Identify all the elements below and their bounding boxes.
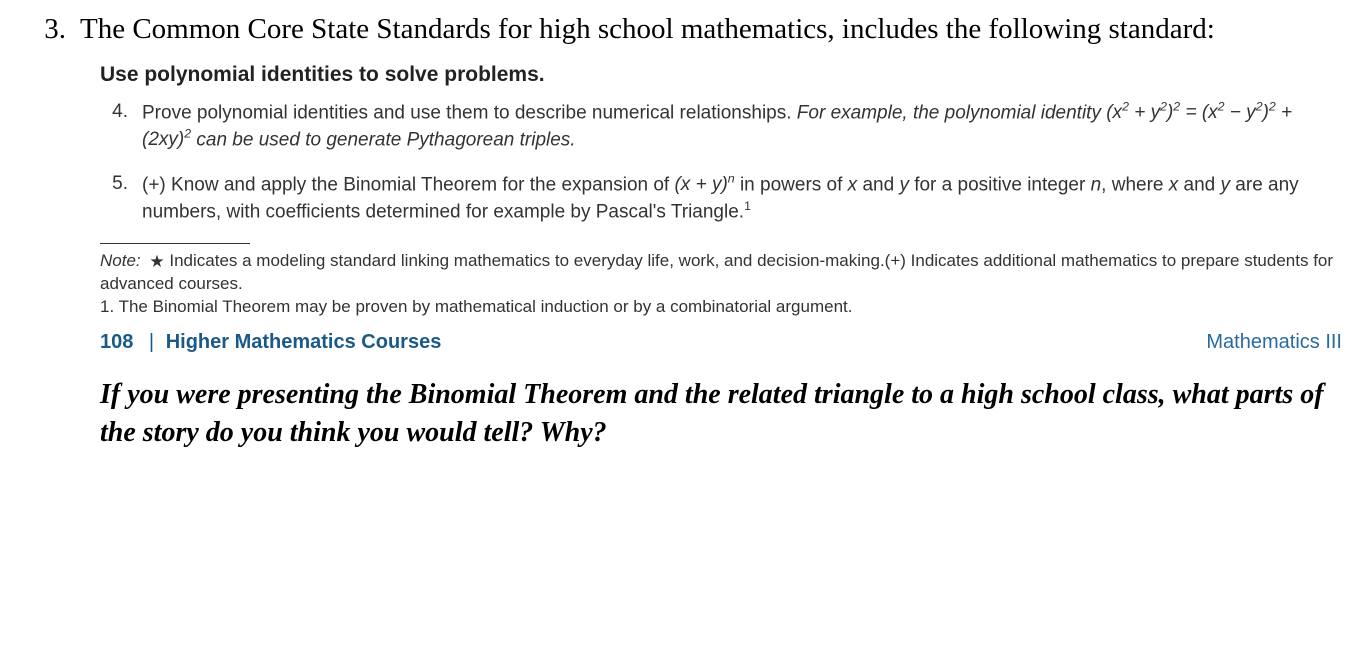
standard-item-number: 5.	[100, 171, 128, 225]
std5-mid2b: and	[1178, 174, 1220, 195]
note-lead: Note:	[100, 251, 141, 270]
star-icon: ★	[149, 251, 164, 274]
footer-left-text: Higher Mathematics Courses	[166, 331, 442, 353]
standard-item-4: 4. Prove polynomial identities and use t…	[100, 99, 1342, 153]
std5-mid4: , where	[1101, 174, 1169, 195]
footnote-rule	[100, 243, 250, 244]
page-footer: 108 | Higher Mathematics Courses Mathema…	[100, 331, 1342, 354]
std5-mid1: in powers of	[735, 174, 848, 195]
note-block: Note: ★ Indicates a modeling standard li…	[100, 250, 1342, 319]
standard-item-text: (+) Know and apply the Binomial Theorem …	[142, 171, 1342, 225]
std5-y2: y	[1221, 174, 1231, 195]
std5-y: y	[899, 174, 909, 195]
standard-item-number: 4.	[100, 99, 128, 153]
footer-separator: |	[143, 331, 159, 353]
note-footnote-1: 1. The Binomial Theorem may be proven by…	[100, 296, 1342, 319]
std4-lead: Prove polynomial identities and use them…	[142, 102, 797, 123]
std5-expr: (x + y)n	[674, 174, 734, 195]
std5-lead: (+) Know and apply the Binomial Theorem …	[142, 174, 674, 195]
std5-mid3: for a positive integer	[909, 174, 1091, 195]
question-number: 3.	[30, 10, 66, 49]
std5-x2: x	[1169, 174, 1179, 195]
footer-page-number: 108	[100, 331, 133, 353]
std5-mid2: and	[857, 174, 899, 195]
std5-n: n	[1091, 174, 1102, 195]
note-line-1: Note: ★ Indicates a modeling standard li…	[100, 250, 1342, 296]
footer-right: Mathematics III	[1206, 331, 1342, 354]
assignment-prompt: If you were presenting the Binomial Theo…	[100, 376, 1342, 452]
std5-x: x	[848, 174, 858, 195]
standard-item-text: Prove polynomial identities and use them…	[142, 99, 1342, 153]
standard-item-5: 5. (+) Know and apply the Binomial Theor…	[100, 171, 1342, 225]
std4-example-lead: For example, the polynomial identity	[797, 102, 1106, 123]
question-intro: The Common Core State Standards for high…	[80, 10, 1342, 49]
note-star-text: Indicates a modeling standard linking ma…	[100, 251, 1333, 293]
standards-block: Use polynomial identities to solve probl…	[100, 63, 1342, 354]
footer-left: 108 | Higher Mathematics Courses	[100, 331, 441, 354]
std4-tail: can be used to generate Pythagorean trip…	[191, 129, 575, 150]
question-row: 3. The Common Core State Standards for h…	[30, 10, 1342, 49]
std5-footnote-ref: 1	[744, 199, 751, 213]
standards-heading: Use polynomial identities to solve probl…	[100, 63, 1342, 87]
